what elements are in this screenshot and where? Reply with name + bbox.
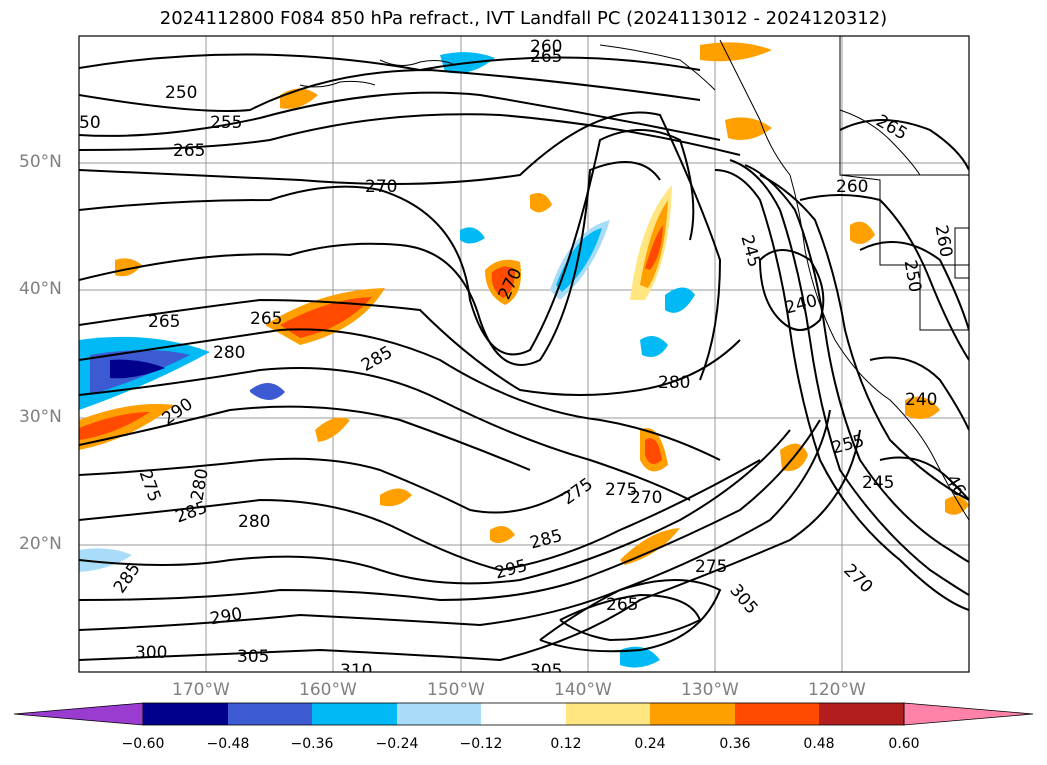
contour-label: 275 xyxy=(605,480,637,500)
lat-label-40n: 40°N xyxy=(19,279,62,299)
lon-label-120w: 120°W xyxy=(808,680,866,700)
colorbar-box xyxy=(397,703,481,725)
colorbar-extend-low xyxy=(13,702,144,726)
colorbar-tick: −0.24 xyxy=(375,736,419,752)
contour-label: 310 xyxy=(340,661,372,681)
lon-label-150w: 150°W xyxy=(427,680,485,700)
colorbar-box xyxy=(819,703,904,725)
colorbar-extend-high xyxy=(903,702,1034,726)
colorbar-box xyxy=(481,703,566,725)
colorbar-tick: 0.60 xyxy=(888,736,920,752)
contour-label: 265 xyxy=(606,595,638,615)
lon-label-130w: 130°W xyxy=(681,680,739,700)
coastlines xyxy=(299,36,969,521)
colorbar-tick: 0.12 xyxy=(550,736,582,752)
colorbar-box xyxy=(650,703,735,725)
contour-label: 305 xyxy=(530,661,562,681)
lat-label-20n: 20°N xyxy=(19,534,62,554)
contour-label: 255 xyxy=(210,113,242,133)
refractivity-contours xyxy=(79,53,969,662)
contour-label: 280 xyxy=(238,512,270,532)
contour-label: 280 xyxy=(213,343,245,363)
contour-label: 270 xyxy=(630,488,662,508)
contour-label: 275 xyxy=(695,557,727,577)
contour-label: 300 xyxy=(135,643,167,663)
colorbar-tick: −0.48 xyxy=(206,736,250,752)
lat-label-50n: 50°N xyxy=(19,152,62,172)
map-frame xyxy=(78,35,970,673)
contour-label: 265 xyxy=(250,309,282,329)
contour-label: 265 xyxy=(173,141,205,161)
contour-label: 270 xyxy=(365,177,397,197)
colorbar-box xyxy=(566,703,650,725)
colorbar-box xyxy=(312,703,397,725)
lat-label-30n: 30°N xyxy=(19,407,62,427)
contour-label: 240 xyxy=(905,390,937,410)
contour-label: 280 xyxy=(658,373,690,393)
contour-label: 250 xyxy=(165,83,197,103)
contour-label: 50 xyxy=(79,113,101,133)
contour-label: 260 xyxy=(836,177,868,197)
contour-label: 305 xyxy=(237,647,269,667)
colorbar-box xyxy=(143,703,228,725)
lon-label-170w: 170°W xyxy=(172,680,230,700)
colorbar-tick: −0.60 xyxy=(121,736,165,752)
contour-label: 265 xyxy=(530,47,562,67)
contour-label: 245 xyxy=(862,473,894,493)
colorbar-tick: 0.48 xyxy=(803,736,835,752)
colorbar-tick: 0.24 xyxy=(634,736,666,752)
colorbar-box xyxy=(735,703,819,725)
colorbar xyxy=(13,702,1034,726)
gridlines xyxy=(79,36,969,672)
map-title: 2024112800 F084 850 hPa refract., IVT La… xyxy=(159,8,888,29)
contour-label: 260 xyxy=(530,37,562,57)
lon-label-140w: 140°W xyxy=(554,680,612,700)
contour-label: 265 xyxy=(148,312,180,332)
colorbar-tick: 0.36 xyxy=(719,736,751,752)
lon-label-160w: 160°W xyxy=(299,680,357,700)
colorbar-box xyxy=(228,703,312,725)
colorbar-tick: −0.36 xyxy=(290,736,334,752)
colorbar-tick: −0.12 xyxy=(459,736,503,752)
